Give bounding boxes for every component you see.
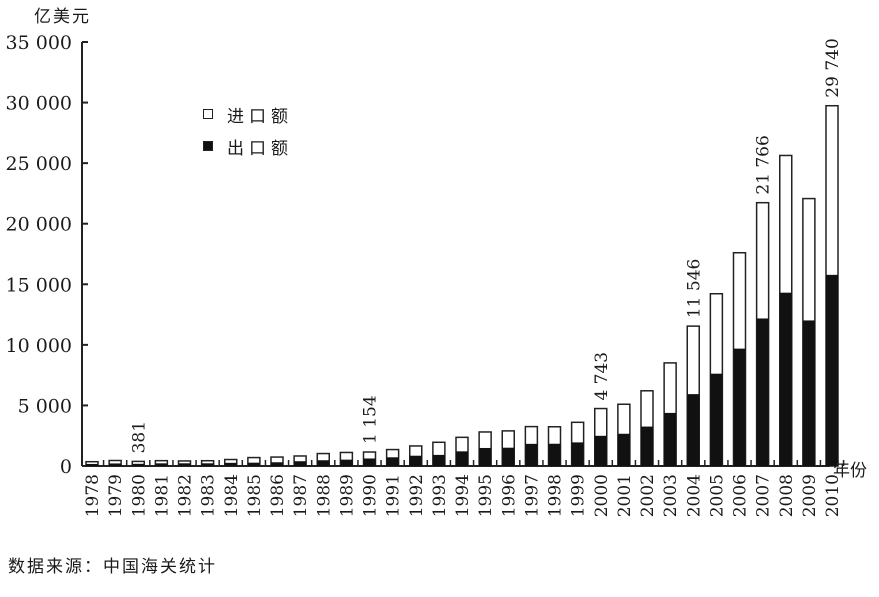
x-tick-label: 1984 <box>222 474 242 517</box>
legend-item-import: 进口额 <box>203 98 293 130</box>
x-tick-label: 1979 <box>106 474 126 517</box>
bar-export <box>826 274 838 466</box>
x-tick-label: 2000 <box>592 474 612 517</box>
filled-square-icon <box>203 141 213 151</box>
x-tick-label: 2004 <box>684 474 704 517</box>
x-tick-label: 1990 <box>361 474 381 517</box>
bar-export <box>317 460 330 466</box>
bar-export <box>363 458 376 466</box>
bar-export <box>294 461 307 466</box>
bar-export <box>756 318 769 466</box>
x-tick-label: 2009 <box>800 474 820 517</box>
x-tick-label: 1996 <box>499 474 519 517</box>
x-tick-label: 2002 <box>638 474 658 517</box>
legend-label-export: 出口额 <box>227 138 293 159</box>
bar-export <box>432 454 445 466</box>
x-tick-label: 1983 <box>199 474 219 517</box>
bar-export <box>109 463 122 466</box>
bar-export <box>617 433 630 466</box>
bar-export <box>456 451 468 466</box>
bar-export <box>710 373 723 466</box>
x-tick-label: 1988 <box>314 474 334 517</box>
x-tick-label: 2005 <box>707 474 727 517</box>
x-tick-label: 2007 <box>754 474 774 517</box>
legend: 进口额 出口额 <box>203 98 293 162</box>
legend-label-import: 进口额 <box>227 106 293 127</box>
y-tick-label: 0 <box>60 456 72 478</box>
bar-export <box>271 462 283 466</box>
bar-value-label: 29 740 <box>823 38 843 97</box>
bar-export <box>409 455 422 466</box>
bar-export <box>479 447 492 466</box>
x-tick-label: 2001 <box>615 474 635 517</box>
data-source-note: 数据来源：中国海关统计 <box>8 557 217 577</box>
x-tick-label: 2010 <box>823 474 843 517</box>
bar-value-label: 11 546 <box>684 259 704 318</box>
bar-export <box>525 443 538 466</box>
y-axis-unit-label: 亿美元 <box>34 7 91 27</box>
x-tick-label: 1985 <box>245 474 265 517</box>
y-tick-label: 25 000 <box>6 153 72 175</box>
bar-export <box>641 426 653 466</box>
y-tick-label: 20 000 <box>6 214 72 236</box>
x-tick-label: 2003 <box>661 474 681 517</box>
bar-value-label: 21 766 <box>754 135 774 194</box>
bar-export <box>86 463 98 466</box>
bar-export <box>664 412 677 466</box>
bar-export <box>132 463 145 466</box>
y-tick-label: 30 000 <box>6 93 72 115</box>
bar-export <box>779 292 792 466</box>
x-tick-label: 1991 <box>384 474 404 517</box>
x-tick-label: 1987 <box>291 474 311 517</box>
x-axis-unit-label: 年份 <box>833 461 867 481</box>
bar-export <box>571 442 584 466</box>
bar-export <box>548 443 561 466</box>
x-tick-label: 2006 <box>731 474 751 517</box>
bar-export <box>178 463 191 466</box>
bar-value-label: 4 743 <box>592 352 612 401</box>
bar-export <box>386 457 399 466</box>
hollow-square-icon <box>203 109 213 119</box>
x-tick-label: 2008 <box>777 474 797 517</box>
x-tick-label: 1993 <box>430 474 450 517</box>
y-tick-label: 15 000 <box>6 274 72 296</box>
x-tick-label: 1997 <box>522 474 542 517</box>
x-tick-label: 1995 <box>476 474 496 517</box>
x-tick-label: 1999 <box>569 474 589 517</box>
x-tick-label: 1986 <box>268 474 288 517</box>
bar-export <box>802 320 815 466</box>
y-tick-label: 10 000 <box>6 335 72 357</box>
x-tick-label: 1981 <box>152 474 172 517</box>
bar-export <box>201 463 214 466</box>
x-tick-label: 1982 <box>176 474 196 517</box>
bar-export <box>502 447 515 466</box>
bar-export <box>687 394 700 466</box>
x-tick-label: 1980 <box>129 474 149 517</box>
bar-export <box>155 463 168 466</box>
x-tick-label: 1992 <box>407 474 427 517</box>
bar-export <box>594 435 607 466</box>
x-tick-label: 1989 <box>337 474 357 517</box>
bar-export <box>340 459 353 466</box>
y-tick-label: 35 000 <box>6 32 72 54</box>
x-tick-label: 1998 <box>546 474 566 517</box>
bar-value-label: 1 154 <box>361 395 381 444</box>
bar-export <box>733 348 746 466</box>
legend-item-export: 出口额 <box>203 130 293 162</box>
bar-export <box>247 462 260 466</box>
x-tick-label: 1994 <box>453 474 473 517</box>
x-tick-label: 1978 <box>83 474 103 517</box>
y-tick-label: 5 000 <box>18 395 72 417</box>
bar-value-label: 381 <box>129 421 149 453</box>
bar-export <box>224 462 237 466</box>
